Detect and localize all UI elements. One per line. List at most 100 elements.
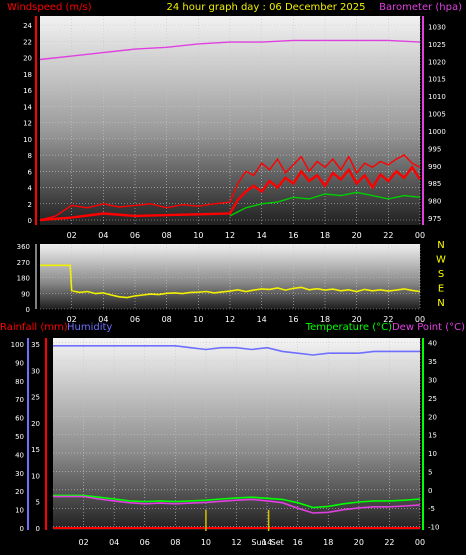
rain-humidity-axis: 0 10 20 30 40 50 60 70 80 90 100 0 5 10 15 20 25 30 35	[11, 338, 47, 533]
y-tick-label: 4	[28, 185, 33, 193]
x-tick-label: 20	[352, 315, 362, 324]
y-tick-label: 16	[23, 87, 32, 95]
barometer-axis: 975 980 985 990 995 1000 1005 1010 1015 1020 1025 1…	[422, 16, 446, 225]
compass-label: E	[438, 284, 444, 295]
y-tick-label: 1000	[428, 128, 446, 136]
x-tick-label: 06	[140, 538, 150, 547]
x-tick-label: 00	[415, 231, 425, 240]
y-tick-label: 5	[428, 468, 432, 476]
y-tick-label: 360	[17, 243, 30, 251]
x-tick-label: 14	[257, 315, 267, 324]
x-tick-label: 16	[293, 538, 303, 547]
rainfall-tick-label: 0	[36, 525, 40, 533]
y-tick-label: 990	[428, 163, 441, 171]
x-tick-label: 00	[415, 315, 425, 324]
gridlines	[53, 338, 421, 530]
x-tick-label: 00	[415, 538, 425, 547]
direction-axis: 0 90 180 270 360	[17, 243, 37, 314]
x-tick-label: 12	[225, 315, 235, 324]
humidity-tick-label: 90	[15, 359, 24, 367]
x-tick-label: 18	[320, 315, 330, 324]
x-tick-label: 04	[98, 315, 108, 324]
y-tick-label: 18	[23, 71, 32, 79]
y-tick-label: 35	[428, 358, 437, 366]
barometer-axis-title: Barometer (hpa)	[379, 2, 462, 13]
humidity-tick-label: 0	[20, 525, 24, 533]
series-line	[39, 39, 421, 61]
y-tick-label: 8	[28, 152, 32, 160]
x-tick-label: 16	[288, 231, 298, 240]
humidity-axis-title: Humidity	[67, 322, 112, 333]
temperature-axis-title: Temperature (°C)	[305, 322, 392, 333]
x-tick-label: 02	[67, 231, 77, 240]
x-tick-label: 08	[170, 538, 180, 547]
temperature-axis: -10 -5 0 5 10 15 20 25 30 35 40	[422, 338, 439, 532]
x-tick-label: 14	[262, 538, 272, 547]
y-tick-label: 180	[17, 275, 30, 283]
series-group	[39, 39, 422, 222]
y-tick-label: 90	[21, 290, 30, 298]
x-axis-ticks: 02 04 06 08 10 12 14 16 18 20 22 00	[67, 231, 426, 240]
humidity-tick-label: 40	[15, 451, 24, 459]
series-line	[53, 495, 421, 514]
x-tick-label: 10	[193, 231, 203, 240]
chart-title: 24 hour graph day : 06 December 2025	[167, 2, 366, 13]
y-tick-label: 0	[28, 217, 32, 225]
humidity-tick-label: 20	[15, 488, 24, 496]
y-tick-label: 1030	[428, 23, 446, 31]
series-line	[39, 165, 422, 222]
humidity-tick-label: 100	[11, 341, 24, 349]
compass-label: N	[437, 298, 444, 309]
rainfall-tick-label: 15	[31, 446, 40, 454]
compass-label: S	[438, 269, 444, 280]
y-tick-label: 12	[23, 120, 32, 128]
x-tick-label: 12	[231, 538, 241, 547]
y-tick-label: 995	[428, 145, 441, 153]
y-tick-label: 14	[23, 103, 32, 111]
x-tick-label: 18	[320, 231, 330, 240]
sunset-label: Set	[271, 538, 284, 547]
x-tick-label: 04	[109, 538, 119, 547]
x-tick-label: 08	[162, 315, 172, 324]
x-tick-label: 20	[354, 538, 364, 547]
x-tick-label: 16	[288, 315, 298, 324]
rainfall-tick-label: 35	[31, 341, 40, 349]
series-group	[53, 345, 421, 529]
humidity-tick-label: 10	[15, 507, 24, 515]
y-tick-label: 20	[23, 55, 32, 63]
humidity-tick-label: 80	[15, 378, 24, 386]
y-tick-label: 975	[428, 215, 441, 223]
windspeed-axis-title: Windspeed (m/s)	[7, 2, 92, 13]
rainfall-axis-title: Rainfall (mm)	[0, 322, 68, 333]
y-tick-label: 10	[428, 450, 437, 458]
y-tick-label: 24	[23, 22, 32, 30]
y-tick-label: 2	[28, 201, 32, 209]
sun-markers: Sun Set	[205, 510, 284, 547]
humidity-tick-label: 70	[15, 396, 24, 404]
x-tick-label: 22	[383, 231, 393, 240]
y-tick-label: 20	[428, 413, 437, 421]
humidity-tick-label: 50	[15, 433, 24, 441]
x-tick-label: 06	[130, 315, 140, 324]
x-tick-label: 20	[352, 231, 362, 240]
rainfall-tick-label: 30	[31, 367, 40, 375]
humidity-tick-label: 30	[15, 470, 24, 478]
x-tick-label: 12	[225, 231, 235, 240]
series-group	[40, 264, 421, 299]
x-tick-label: 22	[383, 315, 393, 324]
y-tick-label: 985	[428, 180, 441, 188]
x-tick-label: 14	[257, 231, 267, 240]
sunrise-label: Sun	[251, 538, 266, 547]
y-tick-label: -5	[428, 505, 435, 513]
y-tick-label: 1015	[428, 76, 446, 84]
y-tick-label: 1005	[428, 111, 446, 119]
y-tick-label: 30	[428, 376, 437, 384]
gridlines	[40, 244, 421, 310]
y-tick-label: 10	[23, 136, 32, 144]
dewpoint-axis-title: Dew Point (°C)	[392, 322, 465, 333]
